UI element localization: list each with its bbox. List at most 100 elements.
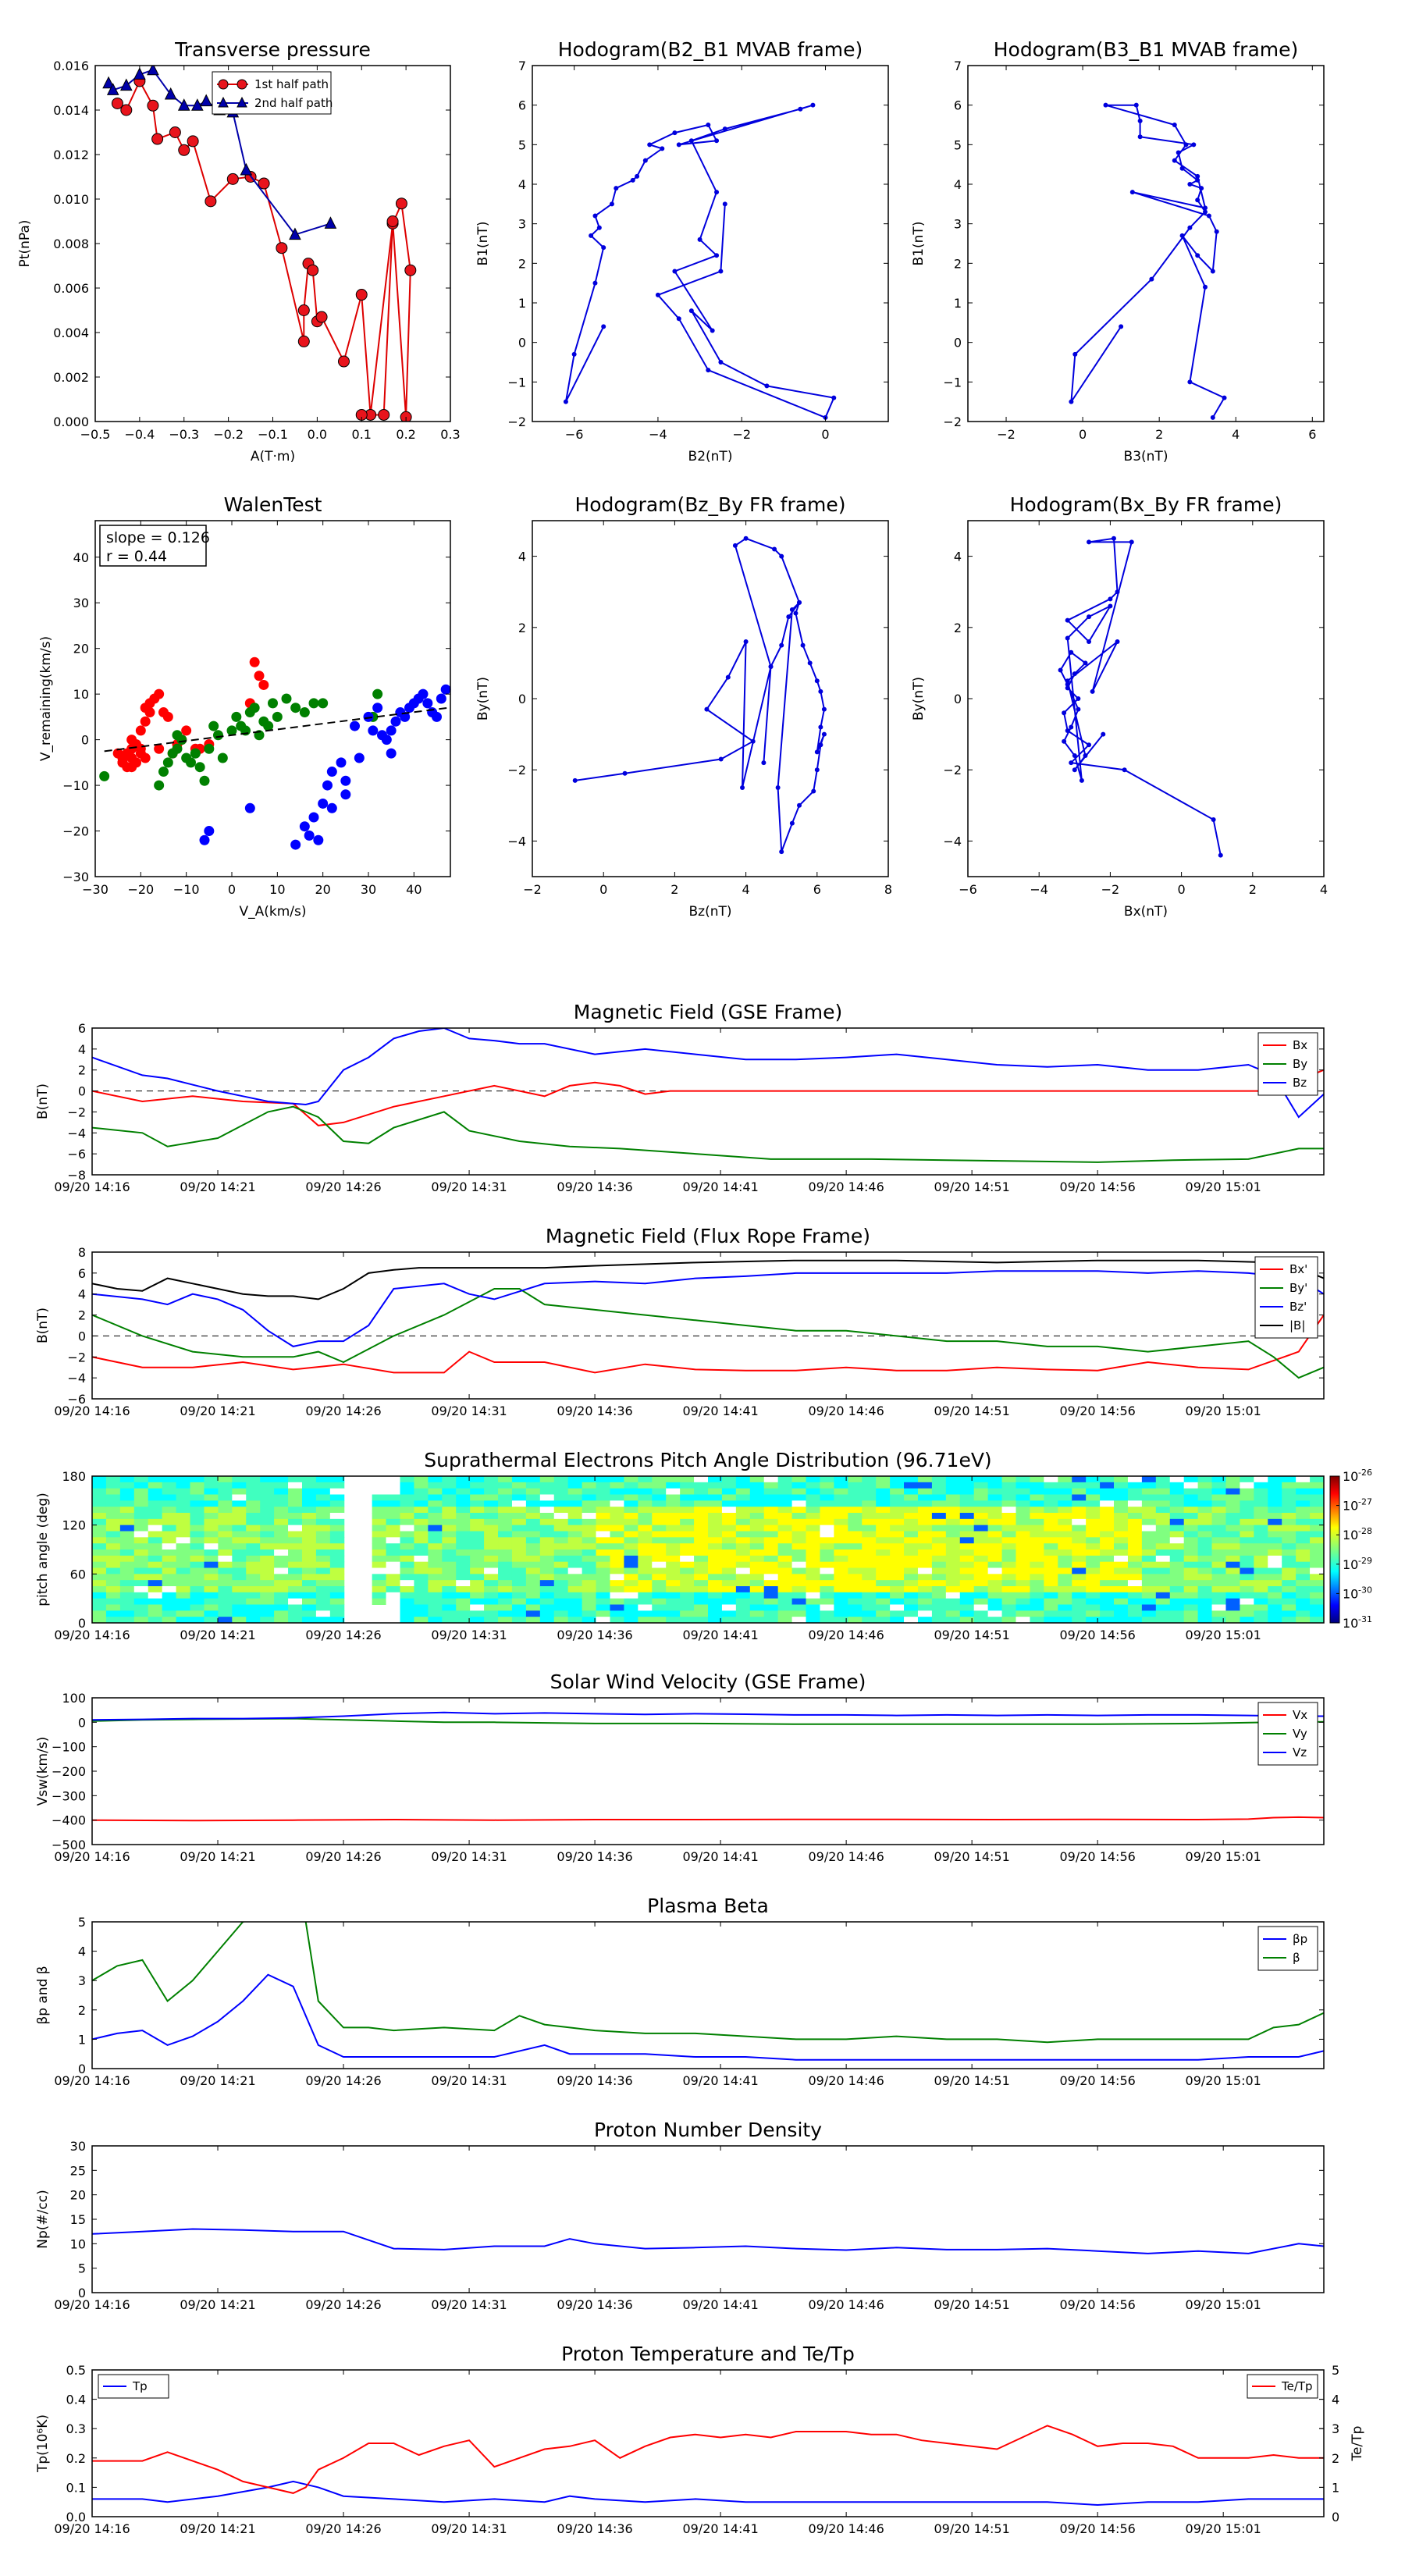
data-point — [386, 748, 397, 759]
heatmap-cell — [274, 1592, 289, 1599]
heatmap-cell — [1030, 1555, 1044, 1563]
heatmap-cell — [890, 1580, 905, 1587]
heatmap-cell — [1169, 1507, 1185, 1514]
heatmap-cell — [1141, 1531, 1157, 1538]
heatmap-cell — [218, 1555, 233, 1563]
heatmap-cell — [806, 1525, 820, 1532]
heatmap-cell — [414, 1476, 429, 1483]
chart-title: Proton Temperature and Te/Tp — [561, 2343, 855, 2365]
data-point — [789, 820, 795, 826]
heatmap-cell — [959, 1567, 975, 1574]
heatmap-cell — [987, 1494, 1003, 1501]
heatmap-cell — [484, 1525, 499, 1532]
heatmap-cell — [260, 1525, 275, 1532]
heatmap-cell — [1001, 1586, 1016, 1593]
heatmap-cell — [959, 1537, 975, 1544]
heatmap-cell — [484, 1610, 499, 1617]
heatmap-cell — [204, 1494, 219, 1501]
y-tick-label: 0 — [518, 336, 526, 350]
heatmap-cell — [652, 1567, 667, 1574]
heatmap-cell — [987, 1507, 1003, 1514]
legend-label: Vz — [1293, 1745, 1307, 1759]
heatmap-cell — [1016, 1561, 1030, 1568]
x-tick-label: 09/20 14:31 — [431, 1404, 507, 1418]
heatmap-cell — [680, 1610, 695, 1617]
heatmap-cell — [890, 1567, 905, 1574]
y-tick-label: 6 — [78, 1021, 86, 1036]
heatmap-cell — [1072, 1518, 1087, 1526]
heatmap-cell — [162, 1537, 177, 1544]
heatmap-cell — [470, 1586, 485, 1593]
heatmap-cell — [218, 1507, 233, 1514]
heatmap-cell — [470, 1580, 485, 1587]
heatmap-cell — [148, 1574, 163, 1581]
heatmap-cell — [1127, 1592, 1143, 1599]
heatmap-cell — [232, 1561, 247, 1568]
heatmap-cell — [525, 1537, 541, 1544]
heatmap-cell — [498, 1592, 513, 1599]
heatmap-cell — [749, 1507, 765, 1514]
data-point — [1069, 399, 1074, 404]
heatmap-cell — [1296, 1513, 1311, 1520]
heatmap-cell — [260, 1482, 275, 1489]
heatmap-cell — [904, 1604, 919, 1611]
heatmap-cell — [92, 1494, 107, 1501]
heatmap-cell — [511, 1513, 527, 1520]
data-point — [1214, 229, 1219, 234]
data-point — [1195, 197, 1200, 203]
heatmap-cell — [539, 1518, 555, 1526]
heatmap-cell — [162, 1543, 177, 1550]
heatmap-cell — [1183, 1543, 1199, 1550]
heatmap-cell — [834, 1543, 848, 1550]
x-tick-label: 09/20 14:51 — [934, 2297, 1009, 2312]
heatmap-cell — [539, 1513, 555, 1520]
heatmap-cell — [288, 1586, 303, 1593]
data-point — [1218, 852, 1223, 858]
heatmap-cell — [890, 1604, 905, 1611]
heatmap-cell — [735, 1598, 751, 1605]
heatmap-cell — [1044, 1550, 1058, 1557]
heatmap-cell — [260, 1586, 275, 1593]
heatmap-cell — [904, 1617, 919, 1624]
heatmap-cell — [288, 1494, 303, 1501]
heatmap-cell — [246, 1610, 261, 1617]
data-point — [390, 716, 401, 727]
heatmap-cell — [582, 1513, 597, 1520]
heatmap-cell — [917, 1610, 933, 1617]
heatmap-cell — [791, 1550, 807, 1557]
heatmap-cell — [1001, 1476, 1016, 1483]
heatmap-cell — [162, 1561, 177, 1568]
x-tick-label: 09/20 14:31 — [431, 2297, 507, 2312]
heatmap-cell — [162, 1488, 177, 1495]
heatmap-cell — [1169, 1598, 1185, 1605]
heatmap-cell — [1282, 1476, 1297, 1483]
heatmap-cell — [1058, 1574, 1072, 1581]
heatmap-cell — [1114, 1617, 1129, 1624]
heatmap-cell — [1100, 1513, 1115, 1520]
heatmap-cell — [553, 1598, 569, 1605]
data-point — [151, 133, 164, 145]
heatmap-cell — [1058, 1482, 1072, 1489]
heatmap-cell — [777, 1500, 793, 1507]
y-tick-label: 25 — [70, 2163, 86, 2178]
chart-pitch-angle: 09/20 14:16 09/20 14:21 09/20 14:26 09/20 1… — [35, 1449, 1372, 1642]
heatmap-cell — [1155, 1555, 1171, 1563]
x-tick-label: 09/20 14:26 — [305, 2297, 381, 2312]
heatmap-cell — [1058, 1550, 1072, 1557]
heatmap-cell — [218, 1550, 233, 1557]
heatmap-cell — [92, 1513, 107, 1520]
heatmap-cell — [1155, 1482, 1171, 1489]
data-point — [199, 834, 210, 845]
heatmap-cell — [596, 1518, 610, 1526]
heatmap-cell — [1058, 1598, 1072, 1605]
heatmap-cell — [834, 1518, 848, 1526]
heatmap-cell — [260, 1494, 275, 1501]
heatmap-cell — [1225, 1567, 1240, 1574]
heatmap-cell — [539, 1586, 555, 1593]
heatmap-cell — [567, 1513, 583, 1520]
heatmap-cell — [1044, 1610, 1058, 1617]
heatmap-cell — [218, 1561, 233, 1568]
y-axis-label: By(nT) — [911, 677, 927, 720]
y-tick-label: 0 — [81, 733, 89, 748]
heatmap-cell — [301, 1550, 317, 1557]
